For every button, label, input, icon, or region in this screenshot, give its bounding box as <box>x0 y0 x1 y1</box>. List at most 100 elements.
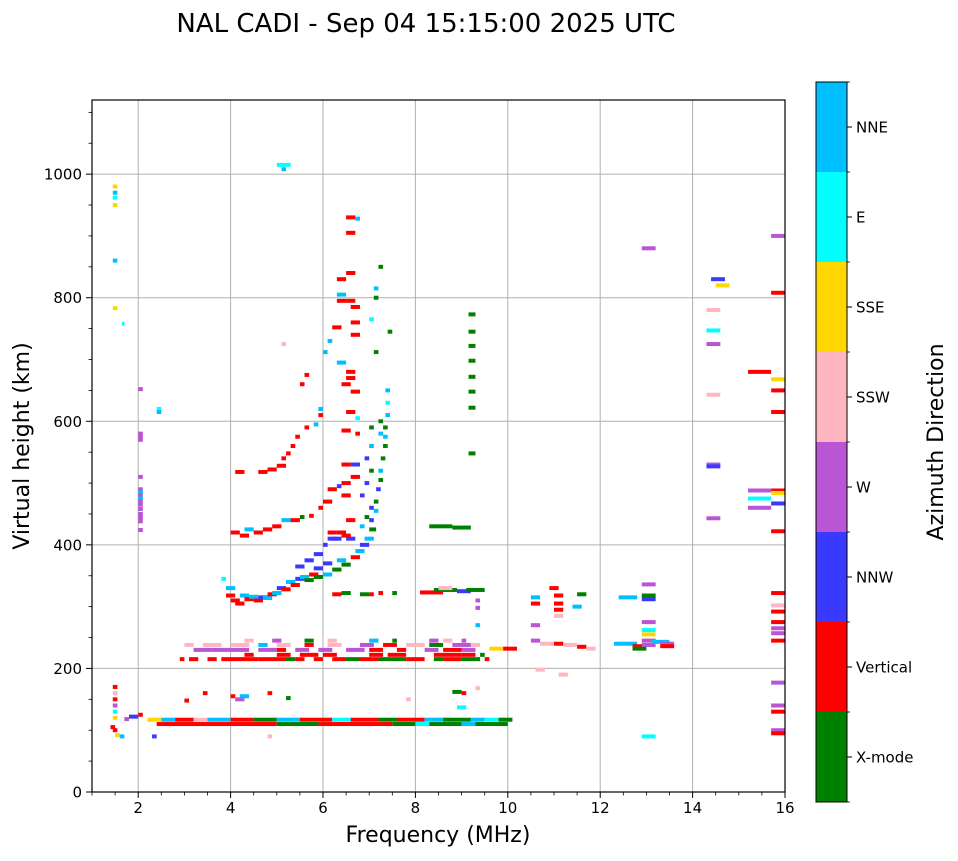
echo-mark-nnw <box>346 536 356 541</box>
echo-mark-vertical <box>290 444 296 448</box>
echo-mark-e <box>332 717 351 722</box>
echo-mark-x-mode <box>373 295 379 300</box>
echo-mark-e <box>415 722 430 727</box>
echo-mark-vertical <box>327 530 337 535</box>
echo-mark-w <box>706 342 721 347</box>
echo-mark-vertical <box>336 530 347 535</box>
colorbar-tick-label: SSE <box>856 299 885 317</box>
echo-mark-vertical <box>112 697 118 702</box>
colorbar-tick-label: X-mode <box>856 749 913 767</box>
echo-mark-w <box>138 387 143 392</box>
echo-mark-nne <box>475 623 481 628</box>
y-tick-label: 0 <box>72 784 82 802</box>
echo-mark-vertical <box>299 717 333 722</box>
echo-mark-x-mode <box>299 515 305 520</box>
echo-mark-x-mode <box>378 657 407 662</box>
echo-mark-nne <box>239 593 250 598</box>
echo-mark-x-mode <box>332 567 342 572</box>
echo-mark-w <box>138 431 143 436</box>
colorbar-tick-label: E <box>856 209 865 227</box>
echo-mark-sse <box>112 715 118 720</box>
echo-mark-vertical <box>369 592 374 597</box>
colorbar-tick-label: NNW <box>856 569 893 587</box>
echo-mark-nne <box>355 549 365 554</box>
echo-mark-ssw <box>327 638 337 643</box>
echo-mark-vertical <box>332 325 342 330</box>
echo-mark-vertical <box>323 652 337 657</box>
echo-mark-vertical <box>207 657 217 662</box>
echo-mark-nnw <box>152 734 157 739</box>
echo-mark-e <box>456 705 467 710</box>
echo-mark-x-mode <box>641 593 656 598</box>
echo-mark-w <box>112 703 118 708</box>
echo-mark-vertical <box>369 652 384 657</box>
echo-mark-w <box>138 515 143 520</box>
echo-mark-vertical <box>304 642 314 647</box>
echo-mark-w <box>235 697 245 702</box>
echo-mark-w <box>138 434 143 439</box>
echo-mark-nne <box>385 388 390 393</box>
colorbar-swatch-nnw <box>816 532 847 622</box>
echo-mark-vertical <box>318 505 323 510</box>
echo-mark-x-mode <box>468 374 476 379</box>
echo-mark-x-mode <box>632 646 647 651</box>
echo-mark-ssw <box>327 642 342 647</box>
echo-mark-w <box>429 638 439 643</box>
grid <box>92 100 786 792</box>
echo-mark-w <box>475 598 481 603</box>
echo-mark-ssw <box>475 686 481 691</box>
echo-mark-w <box>138 519 143 524</box>
echo-mark-nne <box>262 595 273 600</box>
echo-mark-vertical <box>341 462 351 467</box>
echo-mark-x-mode <box>452 689 462 694</box>
echo-mark-nnw <box>376 487 381 492</box>
echo-mark-nnw <box>364 481 370 486</box>
echo-mark-nne <box>385 413 390 418</box>
echo-mark-nnw <box>359 493 365 498</box>
colorbar-swatch-ssw <box>816 352 847 442</box>
echo-mark-nne <box>244 527 254 532</box>
echo-mark-vertical <box>295 657 305 662</box>
echo-mark-vertical <box>350 304 360 309</box>
colorbar-swatch-w <box>816 442 847 532</box>
echo-mark-x-mode <box>276 722 319 727</box>
echo-mark-vertical <box>318 413 323 418</box>
echo-mark-nne <box>336 558 347 563</box>
echo-mark-vertical <box>341 493 351 498</box>
echo-mark-nne <box>359 524 365 529</box>
echo-mark-nne <box>313 422 319 427</box>
echo-mark-nnw <box>641 597 656 602</box>
echo-mark-w <box>346 647 365 652</box>
echo-mark-sse <box>115 733 120 738</box>
echo-mark-vertical <box>112 728 118 733</box>
echo-mark-nne <box>378 431 384 436</box>
echo-mark-nne <box>112 190 118 195</box>
y-tick-label: 1000 <box>44 166 82 184</box>
echo-mark-vertical <box>295 434 300 439</box>
echo-mark-ssw <box>406 697 411 702</box>
echo-mark-nne <box>618 595 638 600</box>
echo-mark-x-mode <box>468 451 476 456</box>
echo-mark-nne <box>272 591 282 596</box>
echo-mark-w <box>461 638 467 643</box>
echo-mark-nnw <box>711 277 725 282</box>
echo-mark-e <box>276 162 291 167</box>
echo-mark-vertical <box>230 717 254 722</box>
echo-mark-nne <box>258 642 268 647</box>
echo-mark-nne <box>249 594 259 599</box>
echo-mark-x-mode <box>466 587 485 592</box>
colorbar-tick-label: SSW <box>856 389 890 407</box>
echo-mark-w <box>641 620 656 625</box>
echo-mark-vertical <box>350 320 360 325</box>
echo-mark-vertical <box>346 376 356 381</box>
echo-mark-e <box>641 628 656 633</box>
echo-mark-ssw <box>406 642 425 647</box>
echo-mark-vertical <box>235 469 245 474</box>
echo-mark-vertical <box>244 597 254 602</box>
echo-mark-vertical <box>230 598 240 603</box>
echo-mark-ssw <box>193 717 208 722</box>
echo-mark-ssw <box>276 642 291 647</box>
echo-mark-x-mode <box>346 657 360 662</box>
echo-mark-nne <box>424 717 444 722</box>
